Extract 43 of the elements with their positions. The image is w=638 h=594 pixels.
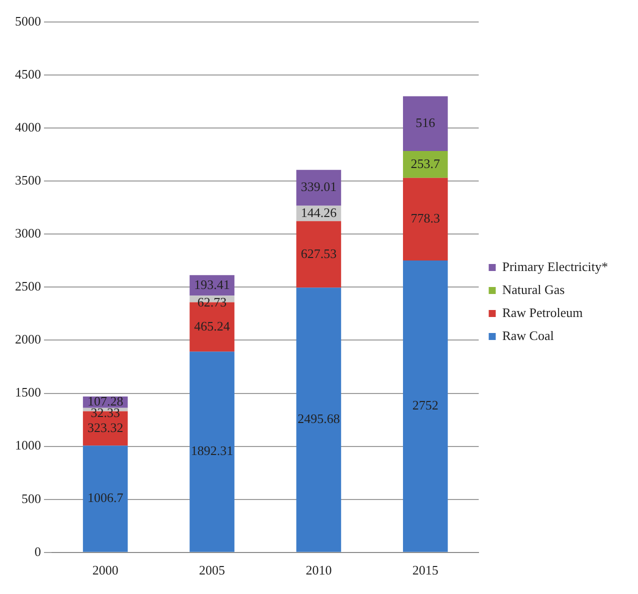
data-label: 1006.7 (87, 490, 124, 506)
data-label: 627.53 (300, 246, 337, 261)
data-label: 62.73 (197, 294, 227, 310)
y-tick-label: 2000 (15, 332, 41, 347)
data-label: 339.01 (300, 179, 337, 194)
bar (402, 96, 448, 151)
data-label: 253.7 (410, 156, 441, 171)
y-tick-label: 2500 (15, 278, 41, 294)
data-label: 2752 (412, 398, 438, 413)
bar (296, 170, 342, 206)
bar (82, 446, 128, 552)
y-tick-label: 5000 (15, 13, 41, 28)
bar (190, 352, 234, 552)
data-label: 107.28 (87, 394, 124, 409)
bar (402, 150, 448, 178)
legend-label: Natural Gas (502, 282, 565, 297)
legend-label: Raw Petroleum (502, 304, 583, 320)
data-label: 323.32 (87, 420, 124, 435)
x-tick-label: 2010 (306, 562, 332, 578)
data-label: 193.41 (194, 276, 230, 292)
x-tick-label: 2015 (412, 562, 438, 578)
y-tick-label: 0 (34, 544, 41, 559)
data-label: 1892.31 (190, 443, 234, 458)
y-tick-label: 3500 (15, 172, 41, 188)
data-label: 516 (416, 115, 436, 130)
y-tick-label: 1500 (15, 384, 41, 400)
bar (402, 260, 448, 552)
x-tick-label: 2000 (92, 562, 118, 578)
bar (402, 178, 448, 260)
legend-label: Raw Coal (502, 328, 554, 343)
y-tick-label: 500 (22, 490, 41, 506)
y-tick-label: 4000 (15, 120, 41, 134)
bar (296, 288, 342, 552)
y-tick-label: 3000 (15, 226, 41, 241)
legend-label: Primary Electricity* (502, 258, 608, 274)
data-label: 778.3 (410, 210, 440, 226)
x-tick-label: 2005 (199, 562, 226, 578)
data-label: 144.26 (300, 204, 338, 220)
data-label: 465.24 (194, 318, 230, 334)
bar (296, 221, 342, 288)
y-tick-label: 4500 (15, 66, 41, 82)
y-tick-label: 1000 (15, 438, 41, 453)
data-label: 2495.68 (298, 411, 340, 426)
